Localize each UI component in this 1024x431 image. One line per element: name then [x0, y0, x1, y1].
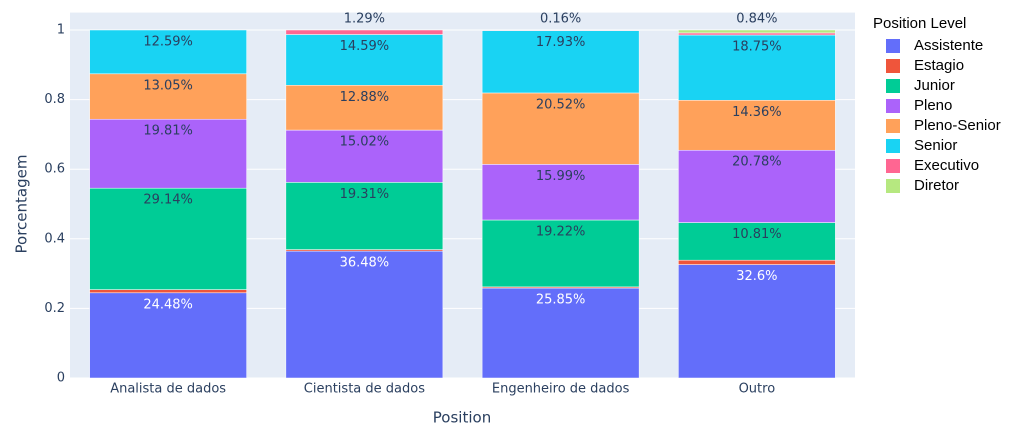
data-label: 19.81%	[143, 124, 193, 139]
bar-segment	[481, 164, 640, 221]
data-label: 1.29%	[344, 12, 385, 27]
bar-segment	[678, 264, 836, 379]
data-label: 20.52%	[536, 97, 586, 112]
legend-label: Junior	[914, 77, 955, 94]
bar-segment	[89, 289, 247, 294]
x-tick-label: Outro	[739, 382, 776, 397]
data-label: 32.6%	[736, 269, 777, 284]
bar-segment	[89, 118, 247, 189]
data-label: 25.85%	[536, 293, 586, 308]
data-label: 29.14%	[143, 193, 193, 208]
data-label: 19.31%	[340, 187, 390, 202]
y-tick-label: 0	[57, 371, 65, 386]
x-tick-label: Analista de dados	[110, 382, 226, 397]
data-label: 12.88%	[340, 90, 390, 105]
bar-segment	[678, 32, 836, 36]
data-label: 20.78%	[732, 155, 782, 170]
data-label: 17.93%	[536, 35, 586, 50]
legend-label: Diretor	[914, 177, 959, 194]
legend-swatch	[886, 159, 900, 173]
data-label: 12.59%	[143, 35, 193, 50]
legend-swatch	[886, 119, 900, 133]
bar-segment	[678, 222, 836, 261]
data-label: 0.16%	[540, 12, 581, 27]
data-label: 19.22%	[536, 225, 586, 240]
bar-segment	[678, 100, 836, 151]
legend-swatch	[886, 99, 900, 113]
bar-segment	[285, 34, 444, 86]
bar-segment	[481, 287, 640, 379]
legend-label: Pleno-Senior	[914, 117, 1001, 134]
x-tick-label: Engenheiro de dados	[492, 382, 630, 397]
data-label: 15.99%	[536, 169, 586, 184]
legend-swatch	[886, 59, 900, 73]
bar-segment	[481, 92, 640, 165]
data-label: 0.84%	[736, 12, 777, 27]
bar-segment	[678, 29, 836, 34]
data-label: 14.59%	[340, 39, 390, 54]
y-tick-label: 0.8	[44, 92, 65, 107]
legend-label: Executivo	[914, 157, 979, 174]
bar-segment	[89, 292, 247, 379]
y-tick-label: 0.6	[44, 162, 65, 177]
bar-segment	[481, 219, 640, 288]
bar-segment	[481, 29, 640, 31]
bar-segment	[89, 29, 247, 75]
bar-segment	[285, 250, 444, 379]
data-label: 15.02%	[340, 135, 390, 150]
legend-swatch	[886, 79, 900, 93]
legend-swatch	[886, 139, 900, 153]
y-tick-label: 0.4	[44, 231, 65, 246]
data-label: 18.75%	[732, 40, 782, 55]
bar-segment	[678, 259, 836, 265]
y-tick-label: 1	[57, 23, 65, 38]
bar-segment	[285, 182, 444, 250]
legend-label: Pleno	[914, 97, 952, 114]
bar-segment	[481, 30, 640, 94]
bar-segment	[678, 149, 836, 223]
legend-label: Senior	[914, 137, 957, 154]
data-label: 14.36%	[732, 105, 782, 120]
legend-swatch	[886, 39, 900, 53]
y-tick-label: 0.2	[44, 301, 65, 316]
bar-segment	[285, 29, 444, 35]
data-label: 10.81%	[732, 227, 782, 242]
data-label: 24.48%	[143, 297, 193, 312]
bar-segment	[678, 34, 836, 101]
data-label: 13.05%	[143, 78, 193, 93]
legend-label: Assistente	[914, 37, 983, 54]
bar-segment	[89, 73, 247, 120]
bar-segment	[285, 85, 444, 131]
legend-swatch	[886, 179, 900, 193]
x-tick-label: Cientista de dados	[304, 382, 425, 397]
x-axis-title: Position	[433, 409, 491, 427]
legend-title: Position Level	[873, 15, 966, 32]
data-label: 36.48%	[340, 256, 390, 271]
legend-label: Estagio	[914, 57, 964, 74]
y-axis-title: Porcentagem	[13, 155, 31, 254]
bar-segment	[89, 187, 247, 290]
